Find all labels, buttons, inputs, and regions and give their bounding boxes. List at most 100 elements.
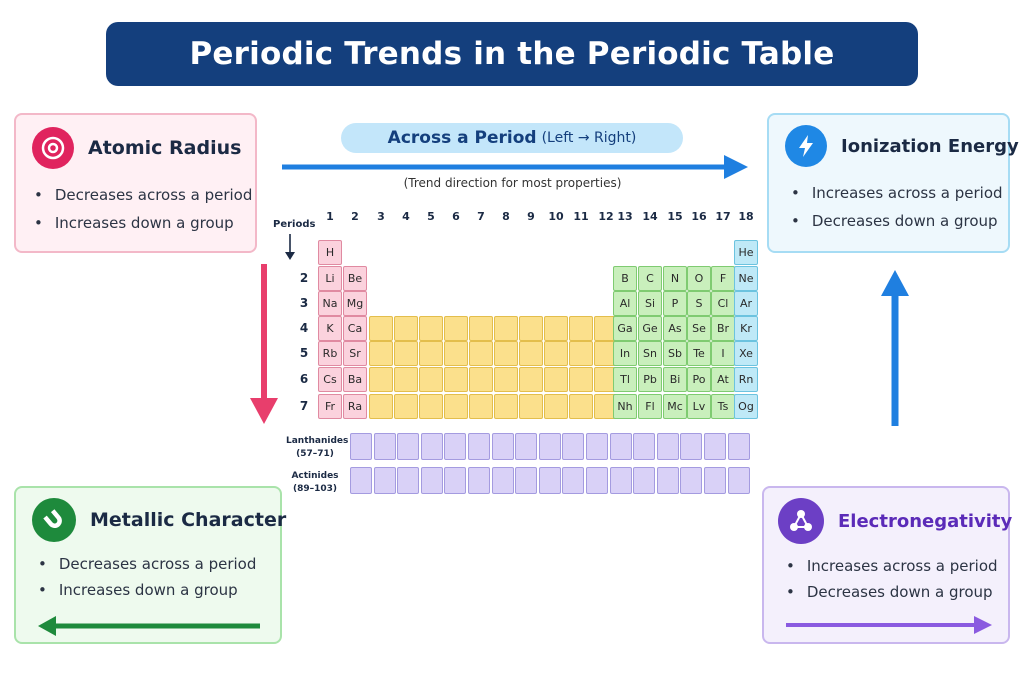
list-item: Decreases across a period xyxy=(38,551,257,577)
element-cell xyxy=(394,341,418,366)
element-cell xyxy=(494,367,518,392)
f-block-cell xyxy=(727,467,750,494)
element-cell xyxy=(519,394,543,419)
f-block-cell xyxy=(633,467,656,494)
metallic-character-card: Metallic Character Decreases across a pe… xyxy=(14,486,286,644)
element-po: Po xyxy=(687,367,711,392)
element-cell xyxy=(394,367,418,392)
across-period-label: Across a Period (Left → Right) xyxy=(341,123,683,153)
f-block-cell xyxy=(538,467,561,494)
molecule-icon xyxy=(778,498,824,544)
element-at: At xyxy=(711,367,735,392)
element-ba: Ba xyxy=(343,367,367,392)
element-cl: Cl xyxy=(711,291,735,316)
f-block-cell xyxy=(491,467,514,494)
group-number: 4 xyxy=(402,210,410,223)
element-xe: Xe xyxy=(734,341,758,366)
group-number: 18 xyxy=(738,210,754,223)
element-fl: Fl xyxy=(638,394,662,419)
group-number: 5 xyxy=(427,210,435,223)
element-og: Og xyxy=(734,394,758,419)
element-be: Be xyxy=(343,266,367,291)
f-block-cell xyxy=(373,433,396,460)
element-rb: Rb xyxy=(318,341,342,366)
element-nh: Nh xyxy=(613,394,637,419)
element-k: K xyxy=(318,316,342,341)
f-block-cell xyxy=(562,467,585,494)
group-number: 12 xyxy=(598,210,614,223)
element-as: As xyxy=(663,316,687,341)
element-cell xyxy=(419,394,443,419)
element-lv: Lv xyxy=(687,394,711,419)
element-he: He xyxy=(734,240,758,265)
group-number: 1 xyxy=(326,210,334,223)
f-block-cell xyxy=(491,433,514,460)
ionization-energy-title: Ionization Energy xyxy=(841,135,1019,157)
atomic-radius-card: Atomic Radius Decreases across a period … xyxy=(14,113,257,253)
element-cell xyxy=(519,367,543,392)
element-sr: Sr xyxy=(343,341,367,366)
element-sb: Sb xyxy=(663,341,687,366)
period-number: 6 xyxy=(299,372,309,386)
left-arrow xyxy=(38,616,260,636)
across-arrow xyxy=(282,155,748,179)
across-period-text: Across a Period xyxy=(387,128,537,148)
f-block-cell xyxy=(633,433,656,460)
element-cell xyxy=(519,316,543,341)
element-kr: Kr xyxy=(734,316,758,341)
f-block-cell xyxy=(680,433,703,460)
element-te: Te xyxy=(687,341,711,366)
group-number: 2 xyxy=(351,210,359,223)
period-number: 3 xyxy=(299,296,309,310)
target-icon xyxy=(32,127,74,169)
f-block-cell xyxy=(444,467,467,494)
element-i: I xyxy=(711,341,735,366)
period-number: 4 xyxy=(299,321,309,335)
group-number: 3 xyxy=(377,210,385,223)
list-item: Decreases across a period xyxy=(34,181,253,209)
across-period-sub: (Left → Right) xyxy=(541,130,637,146)
group-number: 14 xyxy=(642,210,658,223)
element-ge: Ge xyxy=(638,316,662,341)
lanthanides-name: Lanthanides xyxy=(286,436,349,446)
list-item: Increases across a period xyxy=(791,179,1003,207)
element-cell xyxy=(469,394,493,419)
element-ca: Ca xyxy=(343,316,367,341)
f-block-cell xyxy=(373,467,396,494)
atomic-radius-title: Atomic Radius xyxy=(88,137,242,159)
element-cell xyxy=(419,367,443,392)
element-o: O xyxy=(687,266,711,291)
group-number: 16 xyxy=(691,210,707,223)
electronegativity-card: Electronegativity Increases across a per… xyxy=(762,486,1012,644)
element-pb: Pb xyxy=(638,367,662,392)
f-block-cell xyxy=(609,433,632,460)
element-cell xyxy=(569,394,593,419)
f-block-cell xyxy=(586,433,608,460)
f-block-cell xyxy=(468,433,490,460)
list-item: Increases across a period xyxy=(786,553,998,579)
f-block-cell xyxy=(397,433,420,460)
title-banner: Periodic Trends in the Periodic Table xyxy=(106,22,918,86)
f-block-cell xyxy=(538,433,561,460)
element-cell xyxy=(444,316,468,341)
element-cell xyxy=(519,341,543,366)
element-cell xyxy=(494,341,518,366)
element-ar: Ar xyxy=(734,291,758,316)
f-block-cell xyxy=(609,467,632,494)
element-rn: Rn xyxy=(734,367,758,392)
element-si: Si xyxy=(638,291,662,316)
period-number: 2 xyxy=(299,271,309,285)
element-cell xyxy=(544,394,568,419)
group-number: 11 xyxy=(573,210,589,223)
element-cell xyxy=(369,316,393,341)
f-block-cell xyxy=(515,433,538,460)
element-se: Se xyxy=(687,316,711,341)
group-number: 7 xyxy=(477,210,485,223)
element-li: Li xyxy=(318,266,342,291)
f-block-cell xyxy=(397,467,420,494)
element-al: Al xyxy=(613,291,637,316)
f-block-cell xyxy=(656,433,679,460)
f-block-cell xyxy=(586,467,608,494)
element-cell xyxy=(419,316,443,341)
f-block-cell xyxy=(350,467,372,494)
